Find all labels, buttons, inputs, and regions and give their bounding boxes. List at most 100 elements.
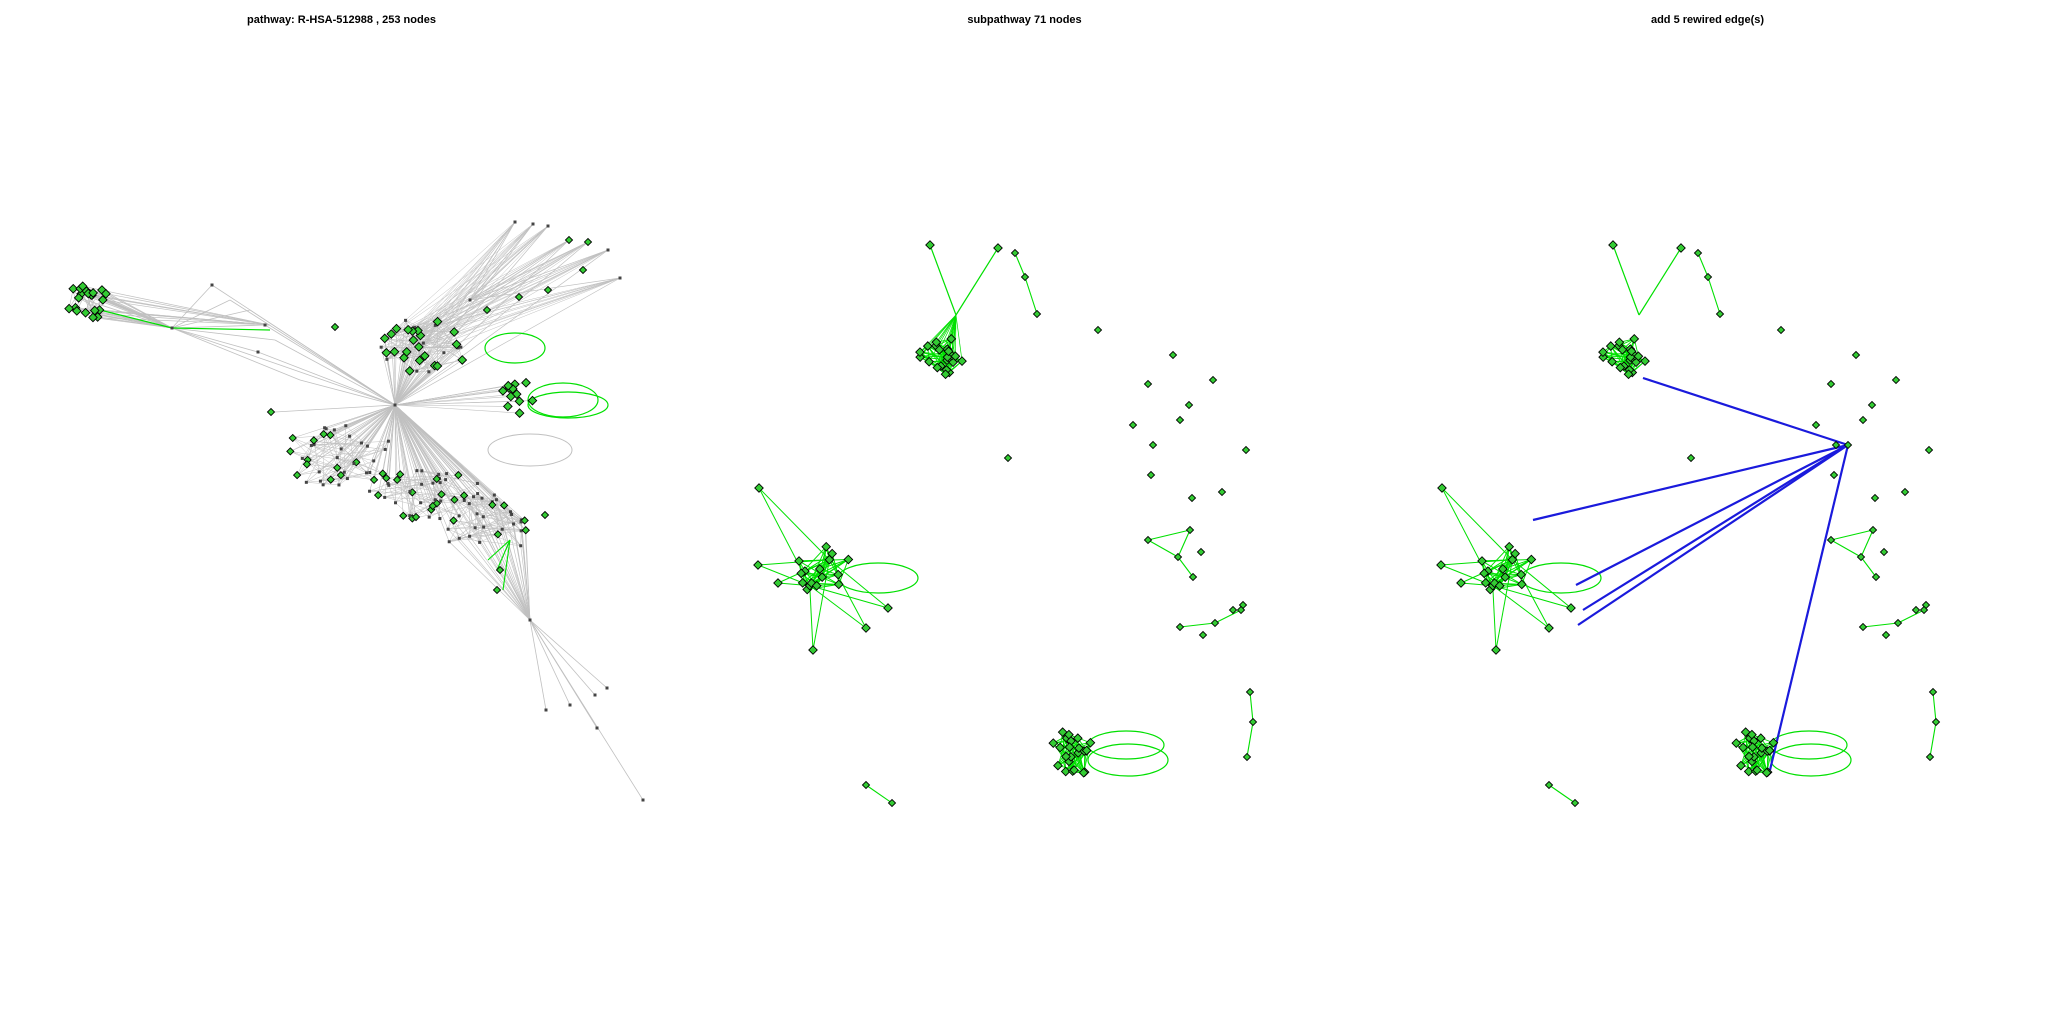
node-default — [512, 522, 516, 526]
node-default — [510, 512, 514, 516]
node-highlighted — [1064, 742, 1075, 753]
node-default — [420, 482, 424, 486]
edge-highlight — [1830, 529, 1874, 541]
node-highlighted — [1703, 272, 1713, 282]
edge-default — [381, 325, 436, 348]
edge-default — [459, 538, 531, 621]
edge-default — [290, 433, 324, 452]
edge-default — [325, 428, 342, 450]
edge-highlight-loop — [1087, 730, 1165, 760]
edge-default — [394, 393, 517, 406]
node-highlighted — [432, 474, 441, 484]
edge-default — [525, 530, 531, 621]
edge-default — [384, 338, 419, 348]
node-highlighted — [432, 316, 443, 327]
node-highlighted — [1242, 752, 1252, 762]
node-highlighted — [64, 303, 74, 314]
node-default — [593, 693, 597, 697]
node-default — [404, 318, 408, 322]
edge-highlight — [1638, 247, 1682, 316]
edge-highlight — [1179, 622, 1216, 628]
node-highlighted — [330, 322, 340, 332]
edge-highlight-loop — [1770, 730, 1848, 760]
edge-highlight — [802, 559, 849, 584]
edge-default — [497, 514, 512, 535]
node-highlighted — [833, 579, 844, 590]
node-default — [339, 447, 343, 451]
edge-default — [463, 495, 514, 525]
edge-default — [302, 404, 396, 459]
edge-highlight — [1024, 276, 1038, 315]
edge-default — [306, 429, 335, 483]
edge-default — [413, 249, 609, 341]
node-default — [476, 492, 480, 496]
panel-subpathway: subpathway 71 nodes — [683, 0, 1366, 1024]
edge-highlight — [1147, 529, 1191, 541]
node-highlighted — [1010, 248, 1020, 258]
edge-default — [264, 324, 396, 406]
edge-default — [394, 396, 511, 406]
node-highlighted — [1081, 745, 1092, 756]
node-default — [509, 510, 513, 514]
edge-default — [171, 327, 259, 353]
node-highlighted — [1761, 767, 1772, 778]
node-highlighted — [925, 240, 935, 250]
node-highlighted — [514, 408, 525, 418]
node-highlighted — [1516, 579, 1527, 590]
edge-rewired — [1577, 444, 1849, 626]
edge-default — [306, 404, 396, 465]
node-highlighted — [1456, 578, 1466, 588]
node-highlighted — [1925, 752, 1935, 762]
node-highlighted — [797, 578, 808, 588]
node-highlighted — [1736, 760, 1746, 771]
edge-default — [429, 500, 465, 518]
edge-default — [529, 619, 547, 711]
node-highlighted — [1544, 623, 1554, 633]
edge-default — [403, 249, 609, 359]
node-highlighted — [1605, 341, 1616, 351]
node-default — [467, 502, 471, 506]
edge-highlight — [1492, 585, 1550, 629]
edge-default — [326, 404, 396, 430]
edge-default — [394, 404, 520, 414]
node-highlighted — [488, 500, 497, 510]
edge-default — [476, 513, 531, 621]
edge-default — [420, 494, 442, 503]
node-default — [472, 495, 476, 499]
edge-default — [468, 503, 531, 621]
edge-default — [396, 321, 438, 329]
node-default — [475, 512, 479, 516]
edge-highlight — [1740, 737, 1751, 766]
node-highlighted — [1245, 687, 1255, 697]
edge-default — [469, 496, 474, 537]
edge-highlight-loop — [527, 382, 599, 418]
edge-default — [494, 494, 522, 531]
edge-highlight — [496, 539, 511, 571]
edge-highlight — [1485, 568, 1504, 584]
edge-default — [394, 404, 470, 537]
node-highlighted — [395, 470, 405, 479]
node-highlighted — [1497, 564, 1508, 574]
node-highlighted — [1615, 362, 1626, 373]
edge-default — [409, 483, 478, 516]
node-highlighted — [1607, 356, 1617, 367]
node-highlighted — [1504, 541, 1515, 552]
node-highlighted — [1881, 630, 1891, 640]
node-highlighted — [1143, 379, 1153, 389]
edge-default — [423, 239, 570, 344]
edge-default — [394, 404, 478, 494]
node-default — [480, 496, 484, 500]
edge-default — [459, 538, 521, 546]
node-highlighted — [578, 265, 588, 275]
edge-highlight — [1512, 559, 1572, 609]
node-default — [473, 526, 477, 530]
edge-default — [306, 463, 355, 483]
edge-default — [296, 404, 396, 476]
node-highlighted — [1072, 733, 1083, 744]
node-highlighted — [1744, 751, 1754, 762]
edge-layer-rewired — [1532, 376, 1850, 771]
node-highlighted — [88, 312, 98, 323]
node-highlighted — [950, 351, 961, 362]
edge-default — [313, 404, 396, 445]
edge-default — [344, 425, 347, 473]
